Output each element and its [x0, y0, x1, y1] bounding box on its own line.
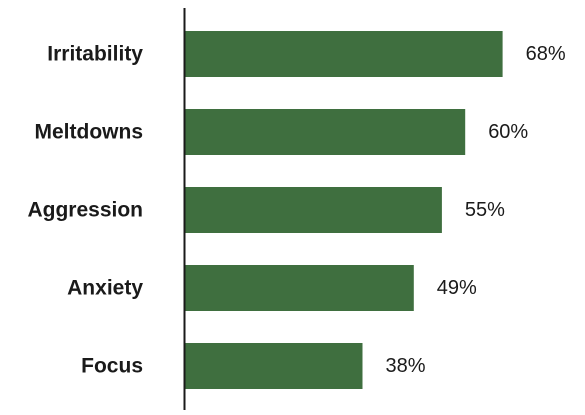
bar-irritability [185, 31, 503, 77]
category-label-anxiety: Anxiety [67, 277, 143, 300]
category-label-aggression: Aggression [27, 199, 143, 222]
value-label-anxiety: 49% [437, 277, 477, 299]
value-label-aggression: 55% [465, 199, 505, 221]
category-labels: Irritability Meltdowns Aggression Anxiety Fo… [27, 43, 143, 378]
bar-aggression [185, 187, 442, 233]
bar-anxiety [185, 265, 414, 311]
bars-layer [185, 31, 503, 389]
value-labels: 68% 60% 55% 49% 38% [386, 43, 566, 377]
category-label-focus: Focus [81, 355, 143, 378]
category-label-irritability: Irritability [47, 43, 143, 66]
value-label-irritability: 68% [526, 43, 566, 65]
bar-focus [185, 343, 363, 389]
value-label-focus: 38% [386, 355, 426, 377]
category-label-meltdowns: Meltdowns [35, 121, 144, 144]
value-label-meltdowns: 60% [488, 121, 528, 143]
bar-meltdowns [185, 109, 466, 155]
